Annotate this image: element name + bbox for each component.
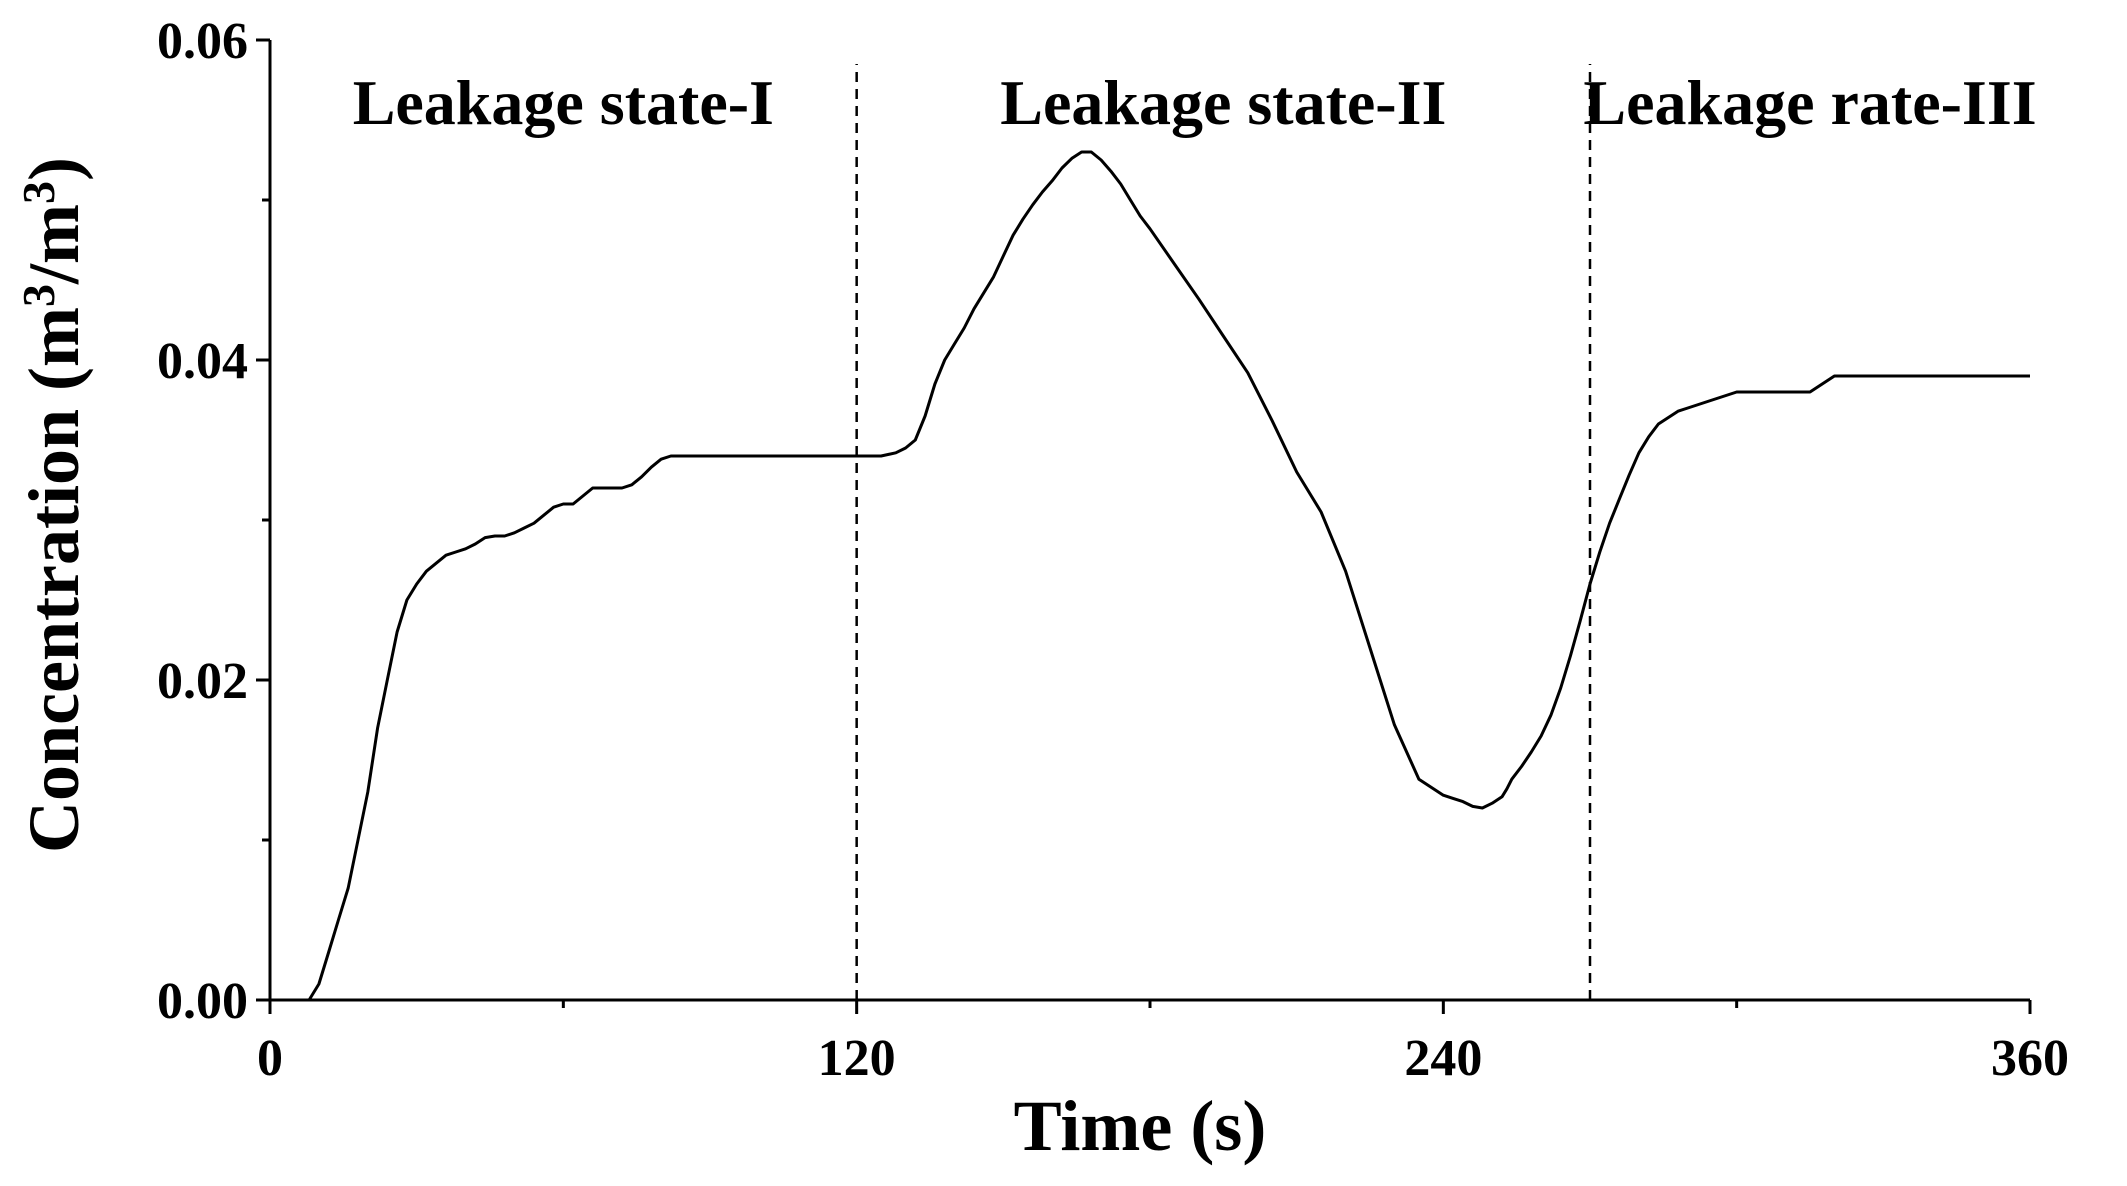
y-axis-title-mid: /m <box>14 204 94 285</box>
y-axis-title-sup-1: 3 <box>13 284 64 307</box>
tick-labels: 0 120 240 360 0.00 0.02 0.04 0.06 <box>157 13 2069 1087</box>
region-dividers <box>855 64 1592 1000</box>
region-label: Leakage state-I <box>353 67 774 138</box>
region-labels: Leakage state-I Leakage state-II Leakage r… <box>353 67 2037 138</box>
x-axis-title: Time (s) <box>1014 1086 1267 1166</box>
x-tick-label: 0 <box>257 1030 283 1087</box>
y-axis-title: Concentration (m3/m3) <box>13 157 94 853</box>
x-tick-label: 240 <box>1404 1030 1482 1087</box>
y-axis-title-prefix: Concentration (m <box>14 307 94 853</box>
series-line <box>307 150 2030 1001</box>
y-axis-title-suffix: ) <box>14 157 94 181</box>
y-tick-label: 0.04 <box>157 333 248 390</box>
region-label: Leakage rate-III <box>1583 67 2036 138</box>
x-tick-label: 120 <box>818 1030 896 1087</box>
y-tick-label: 0.06 <box>157 13 248 70</box>
y-axis-title-sup-2: 3 <box>13 181 64 204</box>
tick-marks <box>256 38 2032 1014</box>
plot-area <box>307 150 2030 1001</box>
x-tick-label: 360 <box>1991 1030 2069 1087</box>
y-tick-label: 0.00 <box>157 973 248 1030</box>
region-label: Leakage state-II <box>1000 67 1446 138</box>
y-tick-label: 0.02 <box>157 653 248 710</box>
